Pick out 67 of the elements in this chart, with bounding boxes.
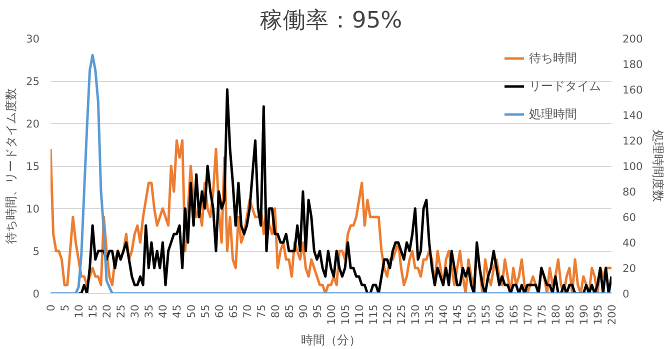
x-tick-label: 20 <box>100 304 114 318</box>
chart-title: 稼働率：95% <box>260 8 402 34</box>
x-tick-label: 45 <box>170 304 184 318</box>
y-tick-label: 30 <box>26 32 40 46</box>
x-tick-label: 100 <box>325 304 338 325</box>
x-tick-label: 5 <box>58 304 72 312</box>
y2-tick-label: 0 <box>622 288 630 300</box>
x-tick-label: 10 <box>72 304 86 318</box>
x-tick-label: 120 <box>381 304 394 325</box>
x-tick-label: 175 <box>535 304 548 325</box>
x-tick-label: 105 <box>339 304 352 325</box>
x-tick-label: 125 <box>395 304 408 325</box>
x-tick-label: 180 <box>549 304 562 325</box>
x-tick-label: 80 <box>268 304 282 318</box>
x-tick-label: 65 <box>226 304 240 318</box>
x-tick-label: 155 <box>479 304 492 325</box>
x-tick-label: 50 <box>184 304 198 318</box>
legend-label: 処理時間 <box>529 106 577 122</box>
line-series <box>50 54 612 294</box>
y2-tick-label: 160 <box>622 84 644 96</box>
y2-tick-label: 100 <box>622 160 644 173</box>
x-tick-label: 30 <box>128 304 142 318</box>
y2-tick-label: 20 <box>622 262 636 275</box>
y2-tick-label: 120 <box>622 134 644 148</box>
x-tick-label: 135 <box>423 304 436 325</box>
legend-label: 待ち時間 <box>529 50 577 66</box>
y-axis-title: 待ち時間、リードタイム度数 <box>4 88 18 244</box>
y-tick-label: 10 <box>26 202 40 216</box>
y2-tick-label: 60 <box>622 211 636 224</box>
x-tick-label: 35 <box>142 304 156 318</box>
x-tick-label: 145 <box>451 304 464 325</box>
x-tick-label: 85 <box>282 304 296 318</box>
y2-axis-title: 処理時間度数 <box>650 130 665 202</box>
x-tick-label: 40 <box>156 304 170 318</box>
x-tick-label: 95 <box>310 304 324 318</box>
x-tick-label: 115 <box>367 304 380 325</box>
y2-tick-label: 80 <box>622 186 636 198</box>
x-tick-label: 160 <box>493 304 506 325</box>
y2-tick-label: 40 <box>622 236 636 250</box>
y-tick-label: 5 <box>32 245 40 258</box>
y-tick-label: 0 <box>32 288 40 300</box>
x-tick-label: 150 <box>465 304 478 325</box>
x-tick-label: 200 <box>606 304 618 325</box>
x-tick-label: 190 <box>577 304 590 325</box>
y2-tick-label: 140 <box>622 109 644 122</box>
x-tick-label: 170 <box>521 304 534 325</box>
x-tick-label: 25 <box>114 304 128 318</box>
x-tick-label: 90 <box>296 304 310 318</box>
x-tick-label: 130 <box>409 304 422 325</box>
y2-tick-label: 180 <box>622 58 644 71</box>
x-tick-label: 0 <box>44 304 58 312</box>
y2-tick-label: 200 <box>622 32 644 46</box>
x-tick-label: 185 <box>563 304 576 325</box>
x-tick-label: 75 <box>254 304 268 318</box>
x-tick-label: 15 <box>86 304 100 318</box>
x-tick-label: 55 <box>198 304 212 318</box>
y-tick-label: 25 <box>26 75 40 88</box>
x-tick-label: 110 <box>353 304 366 325</box>
legend-label: リードタイム <box>529 78 601 94</box>
x-tick-label: 165 <box>507 304 520 325</box>
y-tick-label: 20 <box>26 118 40 130</box>
x-tick-label: 60 <box>212 304 226 318</box>
y-tick-label: 15 <box>26 160 40 173</box>
x-axis-title: 時間（分） <box>301 332 361 347</box>
x-tick-label: 195 <box>591 304 604 325</box>
x-tick-label: 70 <box>240 304 254 318</box>
x-tick-label: 140 <box>437 304 450 325</box>
